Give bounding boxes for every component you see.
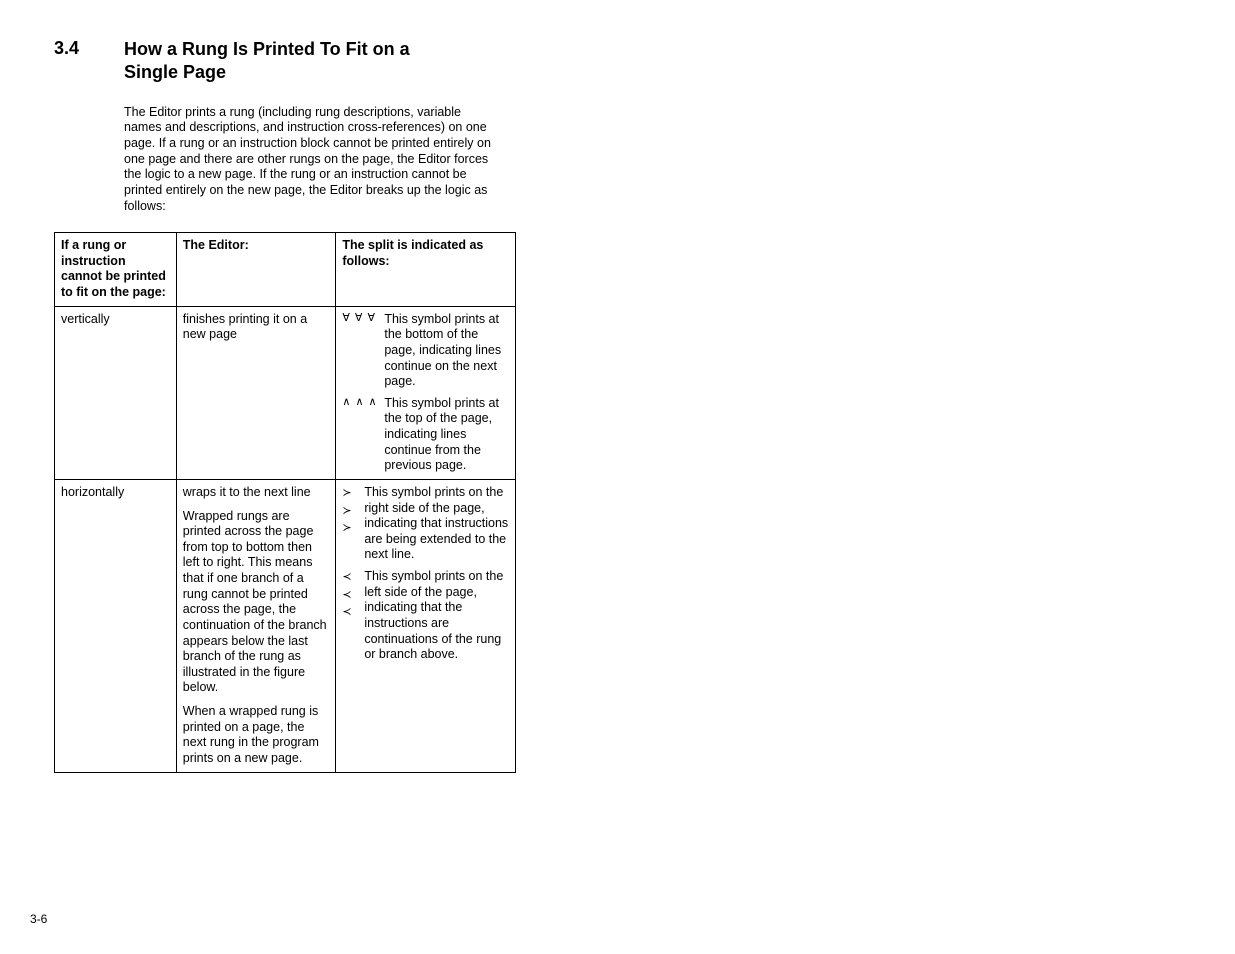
table-cell: ≻ ≻ ≻ This symbol prints on the right si… [336, 479, 516, 772]
down-continuation-symbol: ∀ ∀ ∀ [342, 312, 384, 324]
symbol-item: ∧ ∧ ∧ This symbol prints at the top of t… [342, 396, 509, 474]
page-number: 3-6 [30, 912, 47, 926]
document-page: 3.4 How a Rung Is Printed To Fit on a Si… [0, 0, 1235, 773]
cell-paragraph: wraps it to the next line [183, 485, 330, 501]
intro-paragraph: The Editor prints a rung (including rung… [124, 105, 500, 214]
symbol-description: This symbol prints at the bottom of the … [384, 312, 509, 390]
rung-print-table: If a rung or instruction cannot be print… [54, 232, 516, 772]
table-header: If a rung or instruction cannot be print… [55, 233, 177, 307]
cell-paragraph: Wrapped rungs are printed across the pag… [183, 509, 330, 697]
table-header: The split is indicated as follows: [336, 233, 516, 307]
right-continuation-symbol: ≻ ≻ ≻ [342, 485, 364, 538]
up-continuation-symbol: ∧ ∧ ∧ [342, 396, 384, 408]
symbol-description: This symbol prints on the left side of t… [364, 569, 509, 663]
table-cell: ∀ ∀ ∀ This symbol prints at the bottom o… [336, 306, 516, 479]
left-continuation-symbol: ≺ ≺ ≺ [342, 569, 364, 622]
symbol-glyph: ≺ [342, 569, 364, 587]
table-row: horizontally wraps it to the next line W… [55, 479, 516, 772]
table-cell: finishes printing it on a new page [176, 306, 336, 479]
symbol-item: ∀ ∀ ∀ This symbol prints at the bottom o… [342, 312, 509, 390]
symbol-glyph: ≺ [342, 604, 364, 622]
cell-paragraph: When a wrapped rung is printed on a page… [183, 704, 330, 767]
table-header-row: If a rung or instruction cannot be print… [55, 233, 516, 307]
symbol-description: This symbol prints on the right side of … [364, 485, 509, 563]
table-cell: vertically [55, 306, 177, 479]
section-number: 3.4 [0, 38, 124, 59]
symbol-glyph: ≺ [342, 587, 364, 605]
section-header: 3.4 How a Rung Is Printed To Fit on a Si… [0, 38, 1235, 85]
table-header: The Editor: [176, 233, 336, 307]
symbol-description: This symbol prints at the top of the pag… [384, 396, 509, 474]
table-row: vertically finishes printing it on a new… [55, 306, 516, 479]
symbol-glyph: ≻ [342, 520, 364, 538]
table-cell: wraps it to the next line Wrapped rungs … [176, 479, 336, 772]
symbol-glyph: ≻ [342, 485, 364, 503]
table-cell: horizontally [55, 479, 177, 772]
symbol-item: ≺ ≺ ≺ This symbol prints on the left sid… [342, 569, 509, 663]
symbol-item: ≻ ≻ ≻ This symbol prints on the right si… [342, 485, 509, 563]
symbol-glyph: ≻ [342, 503, 364, 521]
section-title: How a Rung Is Printed To Fit on a Single… [124, 38, 464, 85]
